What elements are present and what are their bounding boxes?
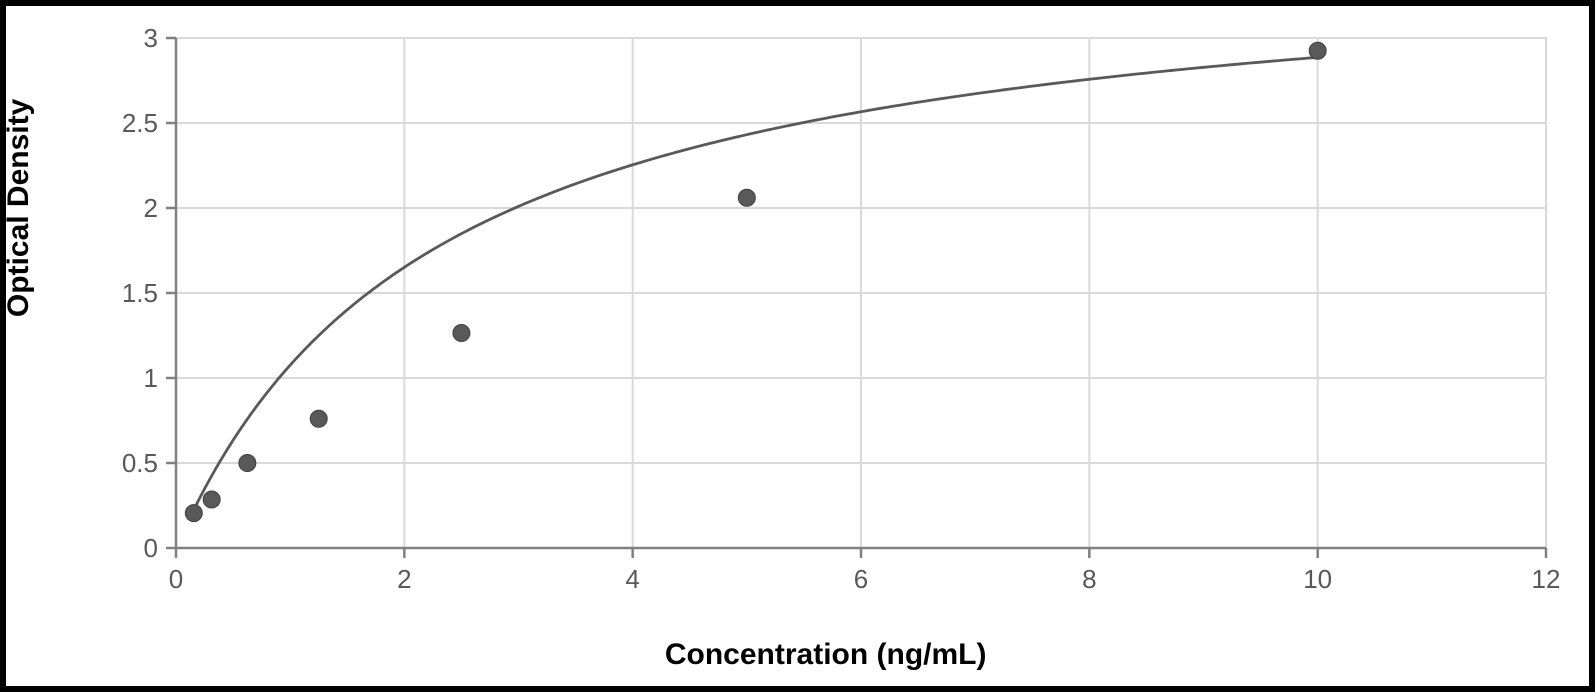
data-point <box>453 324 470 341</box>
x-tick-label: 10 <box>1303 564 1332 594</box>
y-tick-label: 1.5 <box>122 278 158 308</box>
chart-frame: Optical Density Concentration (ng/mL) 0 2… <box>0 0 1595 692</box>
x-tick-label: 4 <box>625 564 639 594</box>
data-point <box>1309 42 1326 59</box>
x-tick-label: 2 <box>397 564 411 594</box>
y-tick-label: 1 <box>144 363 158 393</box>
y-tick-label: 3 <box>144 23 158 53</box>
y-tick-label: 0 <box>144 533 158 563</box>
x-tick-label: 8 <box>1082 564 1096 594</box>
data-point <box>185 505 202 522</box>
data-point <box>203 491 220 508</box>
x-tick-label: 0 <box>169 564 183 594</box>
data-point <box>310 410 327 427</box>
chart-container: Optical Density Concentration (ng/mL) 02… <box>18 18 1569 674</box>
x-tick-label: 6 <box>854 564 868 594</box>
y-tick-label: 2 <box>144 193 158 223</box>
y-tick-label: 2.5 <box>122 108 158 138</box>
y-axis-label: Optical Density <box>2 99 36 317</box>
x-axis-label: Concentration (ng/mL) <box>665 638 987 672</box>
x-tick-label: 12 <box>1532 564 1561 594</box>
data-point <box>738 189 755 206</box>
chart-svg: 0 2 4 6 8 10 12 0 0.5 1 1.5 2 2.5 3 <box>18 18 1569 674</box>
y-tick-label: 0.5 <box>122 448 158 478</box>
data-point <box>239 455 256 472</box>
